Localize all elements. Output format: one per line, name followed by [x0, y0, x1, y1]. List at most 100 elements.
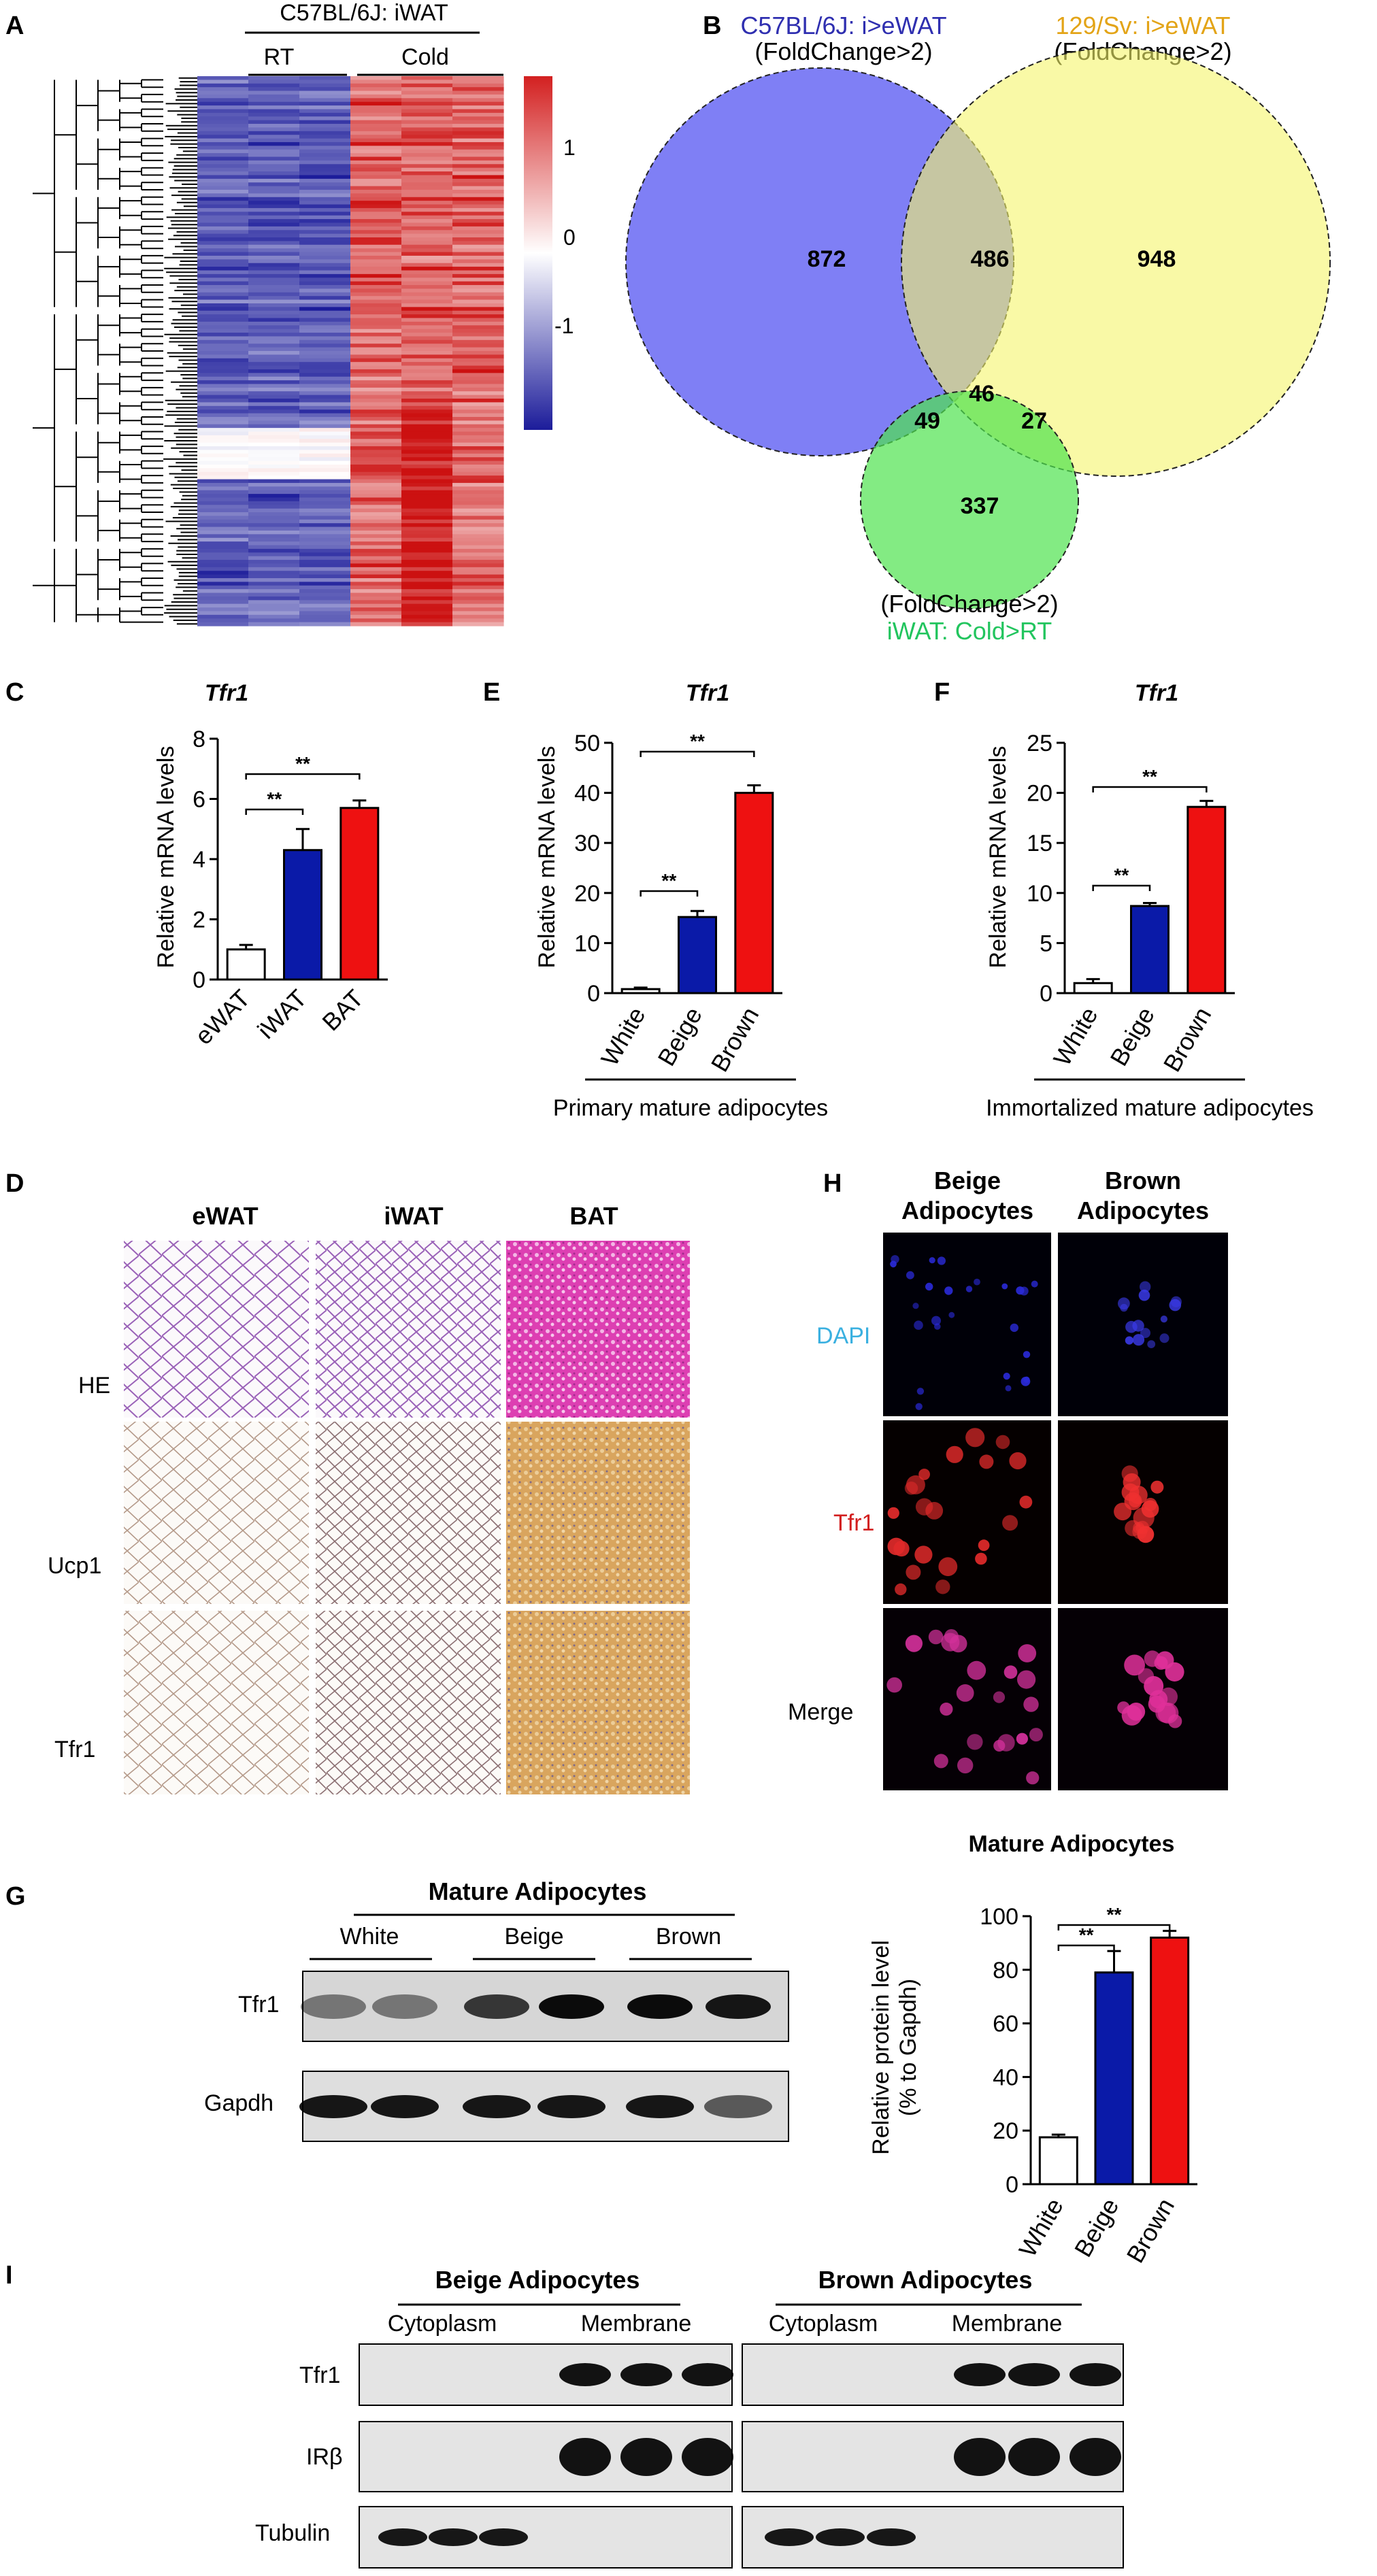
heatmap-cell	[350, 314, 402, 319]
heatmap-matrix	[197, 76, 504, 626]
heatmap-cell	[299, 237, 351, 241]
heatmap-cell	[350, 270, 402, 275]
chart-c-sig-bracket	[245, 808, 304, 815]
heatmap-cell	[452, 270, 504, 275]
histology-ewat-ucp1	[124, 1422, 309, 1604]
chart-g-ytick-label: 60	[993, 2011, 1018, 2037]
heatmap-cell	[248, 435, 300, 439]
heatmap-cell	[197, 204, 249, 209]
heatmap-cell	[452, 508, 504, 513]
histology-iwat-ucp1	[316, 1422, 501, 1604]
heatmap-cell	[401, 336, 453, 341]
blot-i-fraction-cyto-right: Cytoplasm	[769, 2311, 878, 2337]
if-cell	[979, 1454, 994, 1469]
heatmap-cell	[248, 505, 300, 509]
heatmap-cell	[248, 453, 300, 458]
if-cell	[1127, 1703, 1146, 1721]
panel-f-bar-chart: Tfr1 Relative mRNA levels ** ** Immortal…	[985, 680, 1314, 1121]
if-cell	[1023, 1696, 1039, 1712]
heatmap-cell	[299, 578, 351, 582]
heatmap-cell	[452, 560, 504, 565]
heatmap-cell	[350, 171, 402, 176]
histology-row-tfr1: Tfr1	[54, 1737, 95, 1762]
blot-i-bands	[378, 2363, 1121, 2546]
heatmap-cell	[299, 490, 351, 495]
heatmap-cell	[299, 252, 351, 256]
heatmap-cell	[197, 373, 249, 378]
if-cell	[1160, 1316, 1167, 1323]
heatmap-cell	[299, 76, 351, 80]
blot-i-tfr1-band	[1008, 2363, 1060, 2386]
heatmap-cell	[248, 146, 300, 150]
heatmap-cell	[197, 592, 249, 597]
heatmap-cell	[350, 112, 402, 117]
chart-g-ylabel-line2: (% to Gapdh)	[895, 1979, 921, 2116]
blot-g-gapdh-band	[704, 2095, 772, 2118]
heatmap-cell	[401, 413, 453, 418]
heatmap-cell	[197, 567, 249, 571]
heatmap-cell	[452, 358, 504, 363]
heatmap-cell	[401, 589, 453, 594]
heatmap-cell	[197, 399, 249, 403]
heatmap-cell	[401, 267, 453, 271]
heatmap-cell	[350, 278, 402, 282]
if-cell	[1018, 1644, 1037, 1662]
if-row-dapi: DAPI	[816, 1323, 870, 1349]
heatmap-cell	[299, 178, 351, 183]
if-cell	[938, 1557, 958, 1577]
heatmap-cell	[401, 545, 453, 550]
chart-g-xtick-label: White	[1013, 2194, 1069, 2262]
heatmap-cell	[299, 138, 351, 143]
heatmap-cell	[401, 270, 453, 275]
if-cell	[891, 1255, 899, 1264]
heatmap-cell	[299, 197, 351, 201]
heatmap-cell	[299, 270, 351, 275]
heatmap-cell	[197, 497, 249, 502]
heatmap-cell	[197, 296, 249, 301]
heatmap-cell	[197, 420, 249, 425]
heatmap-cell	[350, 310, 402, 315]
heatmap-cell	[248, 358, 300, 363]
heatmap-cell	[350, 589, 402, 594]
heatmap-cell	[401, 479, 453, 484]
heatmap-cell	[452, 336, 504, 341]
heatmap-cell	[401, 98, 453, 103]
heatmap-cell	[197, 516, 249, 520]
histology-row-he: HE	[78, 1373, 110, 1399]
heatmap-cell	[350, 530, 402, 535]
heatmap-cell	[401, 399, 453, 403]
if-cell	[912, 1303, 919, 1309]
heatmap-cell	[401, 405, 453, 410]
chart-e-xtick-label: Brown	[706, 1003, 765, 1077]
blot-g-gapdh-band	[371, 2095, 439, 2118]
chart-g-ylabel-line1: Relative protein level	[868, 1940, 894, 2155]
heatmap-cell	[299, 416, 351, 421]
heatmap-cell	[452, 596, 504, 601]
heatmap-cell	[350, 204, 402, 209]
heatmap-colorbar	[524, 76, 552, 430]
heatmap-cell	[248, 310, 300, 315]
heatmap-cell	[350, 362, 402, 367]
heatmap-cell	[299, 530, 351, 535]
if-cell	[937, 1256, 946, 1265]
blot-g-gapdh-band	[299, 2095, 367, 2118]
heatmap-cell	[350, 457, 402, 462]
if-cell	[956, 1684, 974, 1702]
heatmap-cell	[197, 442, 249, 447]
chart-c-xtick-label: BAT	[316, 984, 369, 1037]
heatmap-cell	[452, 94, 504, 99]
heatmap-cell	[452, 241, 504, 246]
chart-c-ytick-label: 0	[193, 967, 205, 993]
heatmap-cell	[299, 526, 351, 531]
blot-g-band-tfr1: Tfr1	[238, 1992, 279, 2018]
heatmap-cell	[197, 207, 249, 212]
heatmap-cell	[248, 391, 300, 396]
heatmap-cell	[197, 582, 249, 586]
heatmap-cell	[197, 534, 249, 539]
chart-f-xtick-label: Brown	[1158, 1003, 1217, 1077]
heatmap-cell	[248, 571, 300, 575]
heatmap-cell	[248, 101, 300, 106]
heatmap-cell	[452, 98, 504, 103]
colorbar-tick-0: 0	[563, 225, 576, 250]
